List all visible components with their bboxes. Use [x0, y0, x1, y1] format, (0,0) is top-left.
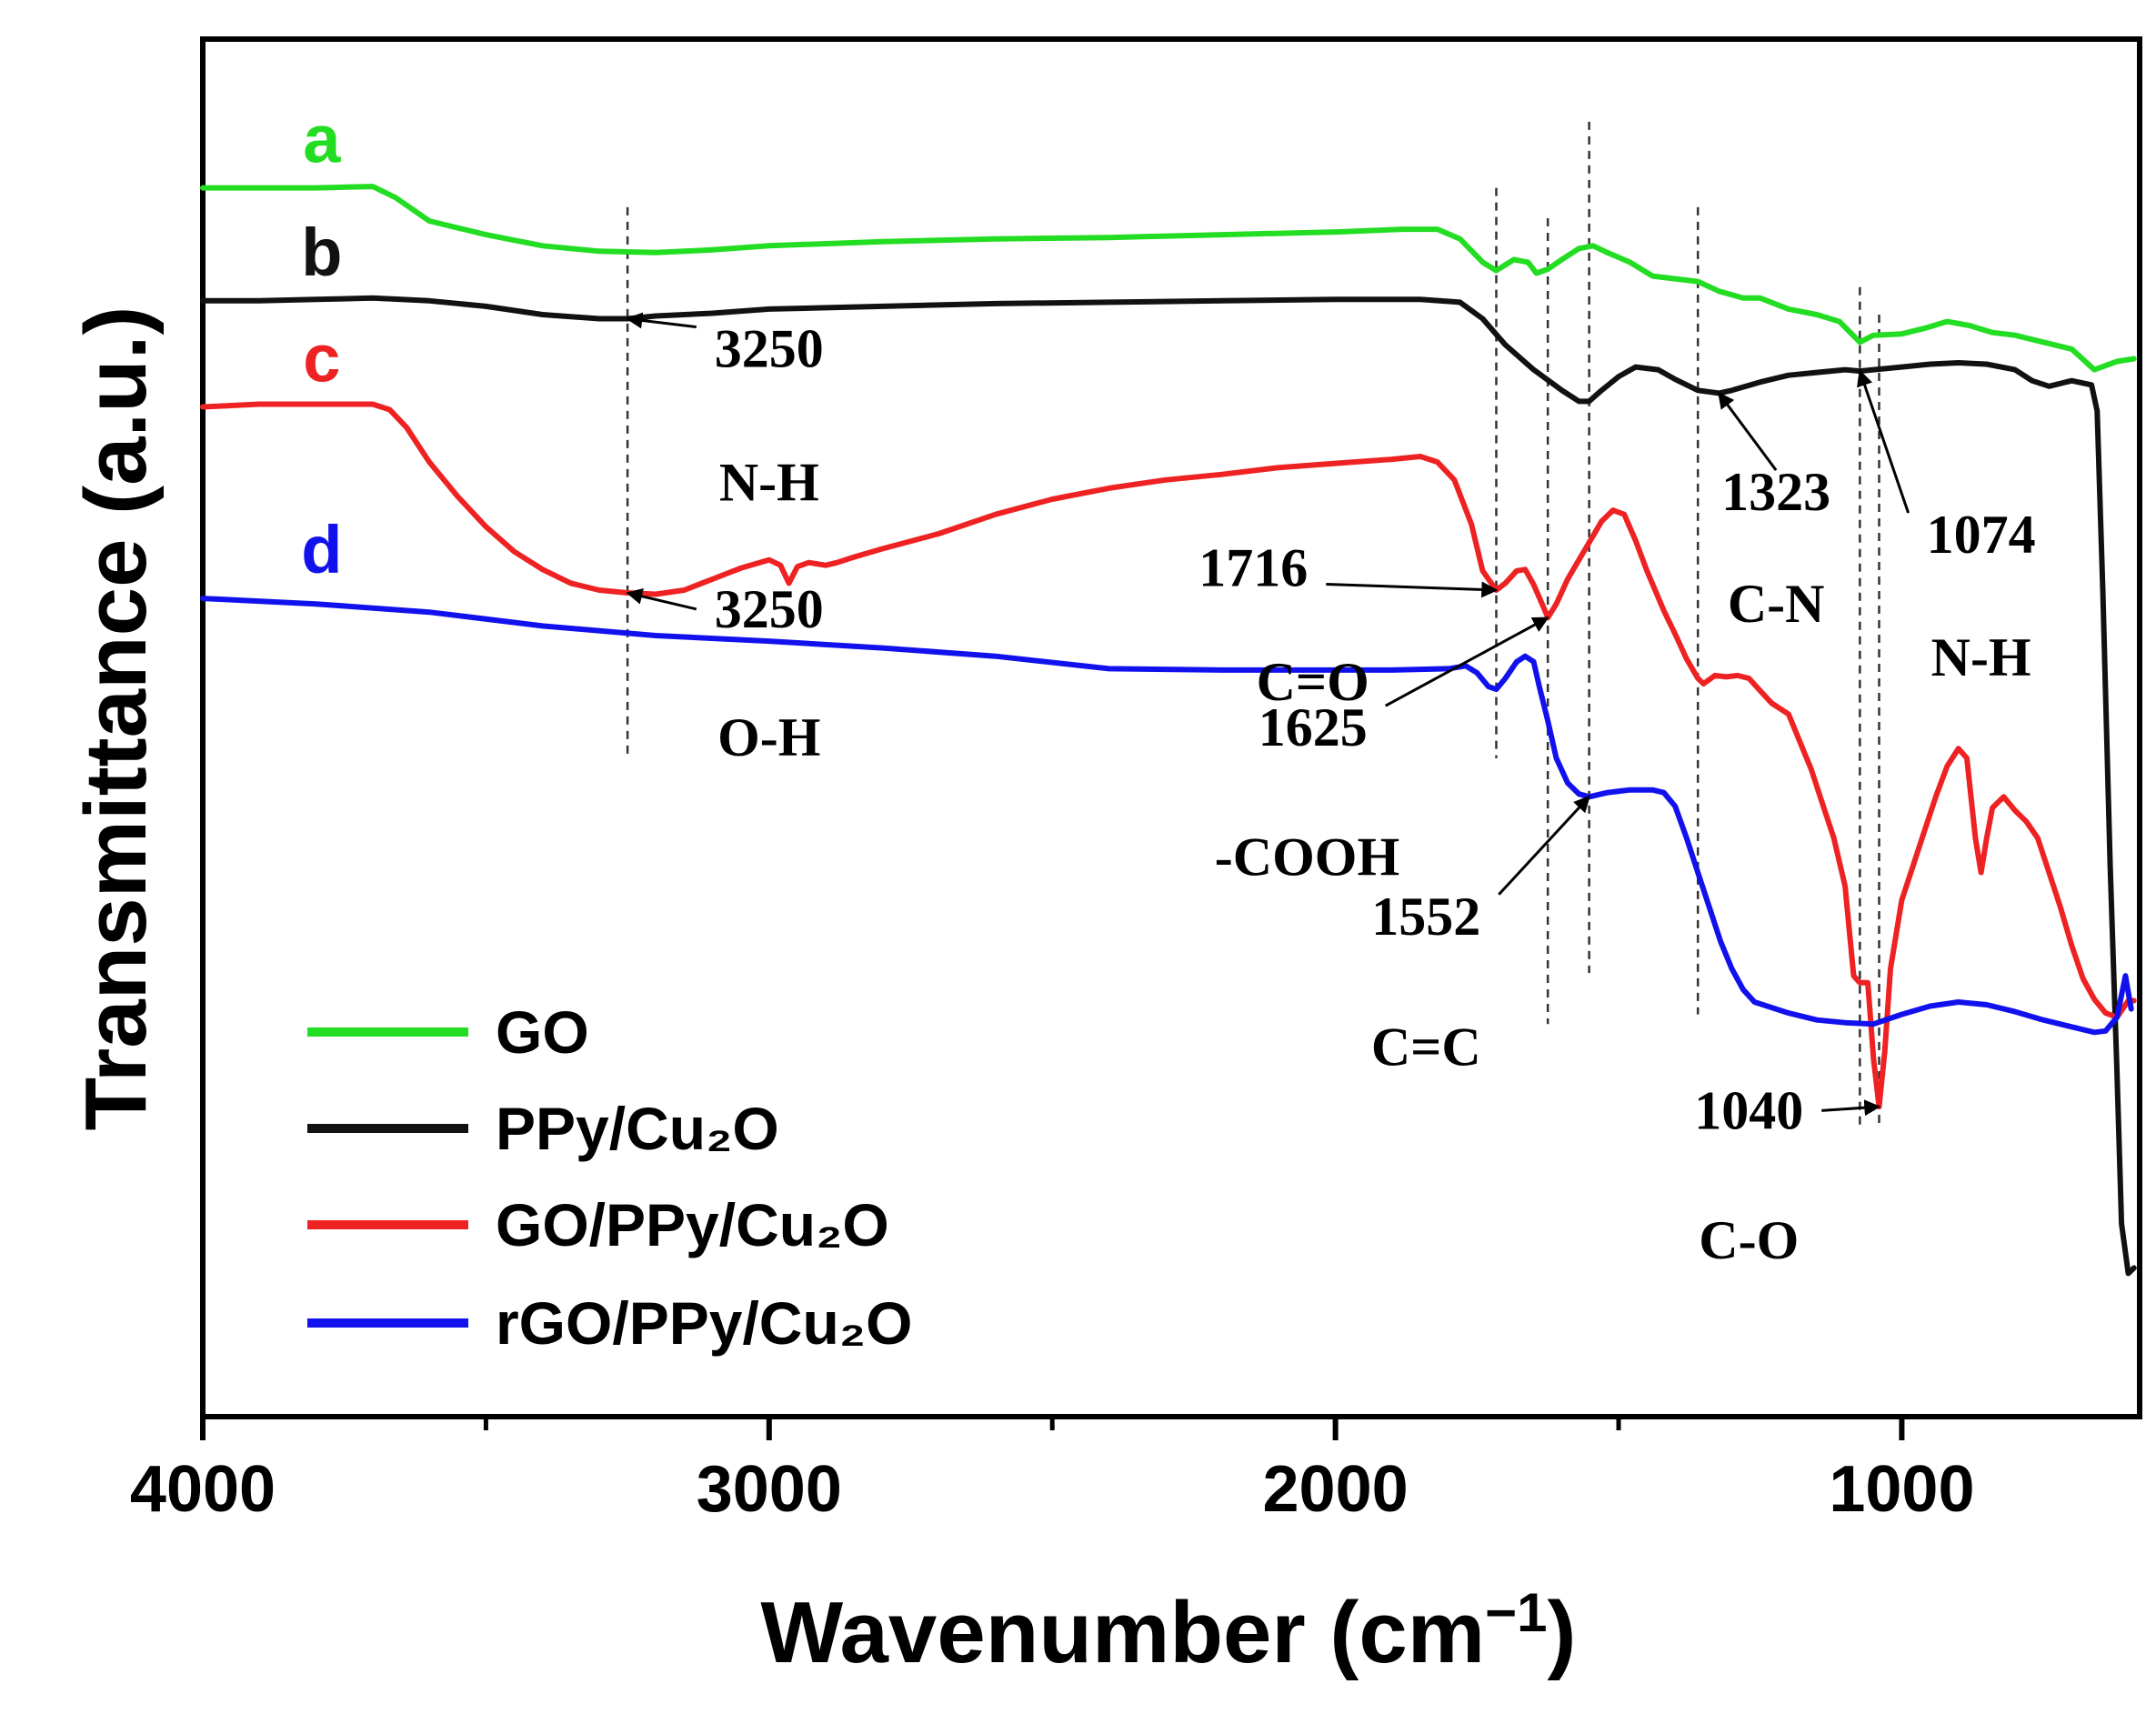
- series-letter-b: b: [301, 215, 342, 290]
- annotation-arrow-11: [1857, 369, 1910, 514]
- series-letter-a: a: [303, 102, 341, 177]
- x-axis-ticks: 4000 3000 2000 1000: [130, 1417, 1975, 1526]
- annotation-label-10: 1323: [1721, 462, 1830, 522]
- series-line-ppy-cu-o: [200, 295, 2137, 1277]
- x-axis-title: Wavenumber (cm−1): [760, 1582, 1576, 1681]
- legend-label-rgo-ppy-cu2o: rGO/PPy/Cu₂O: [496, 1289, 912, 1357]
- x-tick-label-2: 2000: [1263, 1453, 1409, 1526]
- annotation-label-7: -COOH: [1215, 827, 1399, 887]
- annotation-label-3: O-H: [717, 707, 820, 767]
- annotation-label-2: 3250: [715, 579, 824, 639]
- legend-label-ppy-cu2o: PPy/Cu₂O: [496, 1095, 779, 1162]
- annotation-label-9: C=C: [1371, 1017, 1481, 1078]
- y-axis-title: Transmittance (a.u.): [67, 306, 165, 1131]
- legend-label-go: GO: [496, 998, 589, 1066]
- annotation-label-6: 1625: [1259, 697, 1368, 757]
- annotation-label-11: 1074: [1927, 505, 2036, 565]
- annotation-label-13: N-H: [1931, 627, 2031, 687]
- annotation-arrow-2: [626, 587, 697, 611]
- series-letter-d: d: [301, 512, 342, 587]
- annotation-arrow-14: [1821, 1099, 1881, 1117]
- plot-frame: [200, 36, 2142, 1419]
- series-line-go-ppy-cu-o: [200, 401, 2137, 1110]
- series-line-go: [200, 184, 2137, 373]
- series-layer: abc d: [200, 102, 2137, 1277]
- x-tick-label-0: 4000: [130, 1453, 276, 1526]
- annotation-arrow-6: [1384, 616, 1549, 707]
- annotation-label-12: C-N: [1728, 574, 1825, 634]
- annotation-label-8: 1552: [1371, 887, 1480, 947]
- annotation-label-14: 1040: [1694, 1080, 1803, 1140]
- series-letter-c: c: [303, 321, 340, 396]
- x-tick-label-1: 3000: [697, 1453, 842, 1526]
- x-tick-label-3: 1000: [1829, 1453, 1974, 1526]
- annotation-arrow-8: [1498, 795, 1590, 896]
- annotation-arrow-4: [1326, 581, 1499, 598]
- series-line-rgo-ppy-cu-o: [200, 596, 2134, 1036]
- annotation-arrow-0: [626, 312, 697, 329]
- annotation-label-0: 3250: [715, 319, 824, 379]
- annotation-label-4: 1716: [1198, 537, 1308, 597]
- annotation-label-5: C=O: [1257, 652, 1369, 712]
- legend: GO PPy/Cu₂O GO/PPy/Cu₂O rGO/PPy/Cu₂O: [307, 998, 912, 1357]
- legend-label-go-ppy-cu2o: GO/PPy/Cu₂O: [496, 1191, 889, 1258]
- annotation-label-1: N-H: [719, 453, 819, 513]
- annotation-arrow-10: [1718, 391, 1778, 472]
- annotation-label-15: C-O: [1699, 1210, 1799, 1270]
